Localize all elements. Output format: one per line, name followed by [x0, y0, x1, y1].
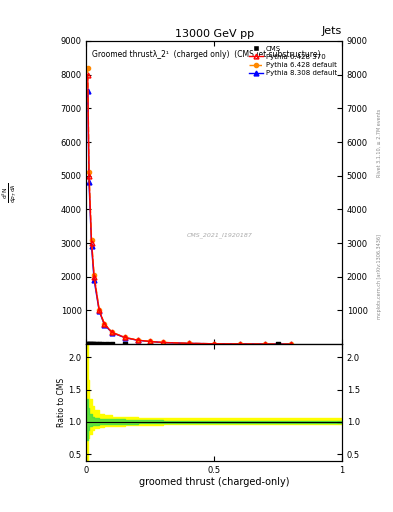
- Point: [88, 339, 95, 348]
- Point: [96, 339, 102, 348]
- Point: [84, 339, 90, 348]
- Point: [91, 339, 97, 348]
- Text: Rivet 3.1.10, ≥ 2.7M events: Rivet 3.1.10, ≥ 2.7M events: [377, 109, 382, 178]
- Legend: CMS, Pythia 6.428 370, Pythia 6.428 default, Pythia 8.308 default: CMS, Pythia 6.428 370, Pythia 6.428 defa…: [248, 45, 338, 77]
- Point: [87, 339, 94, 348]
- Point: [84, 339, 91, 348]
- Title: 13000 GeV pp: 13000 GeV pp: [174, 29, 254, 39]
- Text: mcplots.cern.ch [arXiv:1306.3436]: mcplots.cern.ch [arXiv:1306.3436]: [377, 234, 382, 319]
- Text: Jets: Jets: [321, 27, 342, 36]
- Point: [275, 339, 281, 348]
- Point: [99, 339, 105, 348]
- Y-axis label: Ratio to CMS: Ratio to CMS: [57, 378, 66, 427]
- Point: [122, 339, 128, 348]
- Point: [104, 339, 110, 348]
- X-axis label: groomed thrust (charged-only): groomed thrust (charged-only): [139, 477, 289, 487]
- Point: [90, 339, 96, 348]
- Text: Groomed thrustλ_2¹  (charged only)  (CMS jet substructure): Groomed thrustλ_2¹ (charged only) (CMS j…: [92, 50, 320, 59]
- Point: [109, 339, 115, 348]
- Point: [94, 339, 100, 348]
- Point: [86, 339, 92, 348]
- Y-axis label: $\frac{1}{\mathrm{N}}$
$\frac{\mathrm{d}^2\mathrm{N}}{\mathrm{d}p_T\,\mathrm{d}\: $\frac{1}{\mathrm{N}}$ $\frac{\mathrm{d}…: [0, 182, 19, 203]
- Text: CMS_2021_I1920187: CMS_2021_I1920187: [186, 232, 252, 238]
